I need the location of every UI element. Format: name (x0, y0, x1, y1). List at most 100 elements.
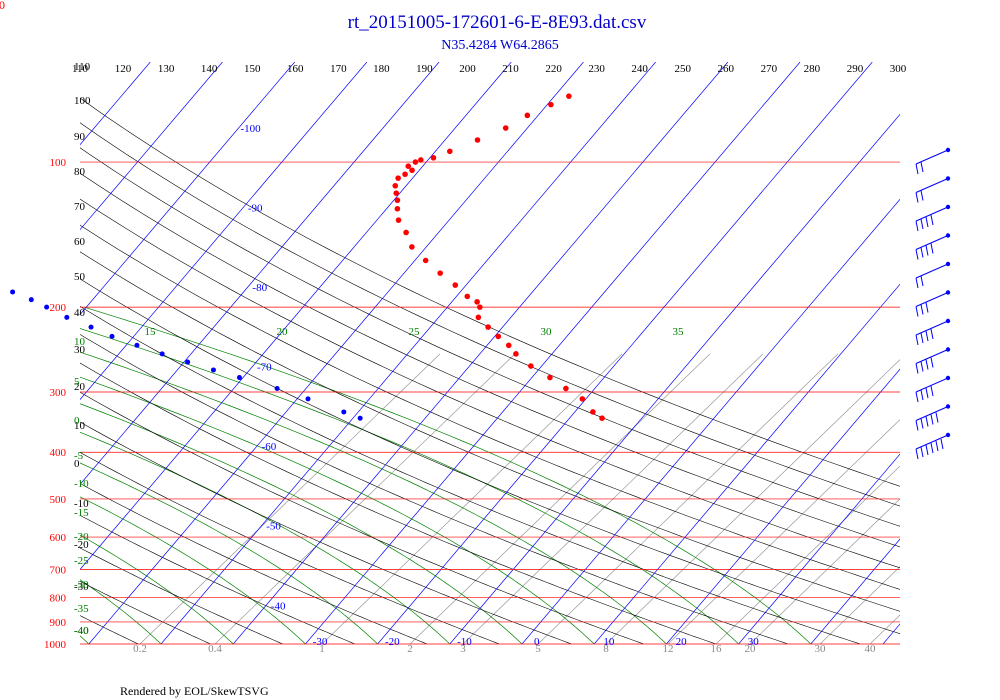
temperature-point (394, 205, 401, 212)
isotherm-label: -50 (266, 521, 281, 533)
temperature-point (547, 374, 553, 381)
moist-adiabat-left-label: -10 (74, 478, 89, 490)
footer-credit: Rendered by EOL/SkewTSVG (120, 684, 269, 698)
mixing-ratio-line (749, 498, 900, 644)
moist-adiabat (80, 328, 739, 644)
wind-barb-feather (925, 245, 929, 256)
wind-barb-feather (920, 361, 924, 372)
isotherm-line (0, 62, 78, 644)
wind-barb-staff (915, 292, 949, 307)
mixing-ratio-label: 3 (460, 643, 466, 655)
dry-adiabat (80, 580, 211, 644)
wind-barb-feather (915, 306, 919, 317)
temperature-point (392, 182, 399, 189)
moist-adiabat-label: 20 (277, 326, 289, 338)
theta-label: 220 (545, 63, 562, 75)
dewpoint-point (109, 333, 115, 339)
wind-barb-feather (925, 302, 929, 313)
isotherm-label: -40 (271, 600, 286, 612)
wind-barb-staff (915, 178, 949, 193)
mixing-ratio-label: 40 (865, 643, 877, 655)
temperature-point (394, 197, 401, 204)
left-temp-label: 90 (74, 131, 86, 143)
isotherm-line (305, 62, 801, 644)
mixing-ratio-label: 0.4 (208, 643, 222, 655)
wind-barb-feather (915, 277, 919, 289)
theta-label: 270 (761, 63, 778, 75)
left-temp-label: 0 (74, 458, 80, 470)
wind-barb-feather (920, 218, 924, 230)
theta-label: 150 (244, 63, 261, 75)
moist-adiabat-label: 35 (673, 326, 685, 338)
temperature-point (447, 148, 453, 155)
wind-barb-feather (915, 391, 919, 403)
dewpoint-point (28, 297, 34, 303)
left-temp-label: 60 (74, 236, 86, 248)
dewpoint-point (64, 314, 70, 320)
wind-barb-feather (915, 192, 919, 203)
isotherm-line (666, 368, 900, 644)
moist-adiabats (80, 306, 812, 644)
temperature-point (528, 363, 534, 369)
isotherm-line (80, 62, 295, 316)
wind-barb-staff (915, 349, 949, 364)
isobars (80, 161, 900, 645)
isotherm-label: 0 (534, 636, 540, 648)
dry-adiabat (0, 69, 66, 644)
mixing-ratio-label: 20 (745, 643, 757, 655)
isotherm-line (810, 538, 900, 644)
dry-adiabat (80, 198, 900, 569)
dry-adiabat (80, 306, 861, 644)
wind-barb-feather (915, 363, 919, 374)
wind-barb-staff (915, 320, 949, 336)
wind-barb-staff (915, 149, 949, 165)
mixing-ratio-label: 8 (603, 643, 609, 655)
theta-label: 230 (588, 63, 605, 75)
temperature-point (437, 270, 443, 276)
pressure-label: 400 (50, 447, 67, 459)
dewpoint-point (88, 324, 94, 330)
moist-adiabat-left-label: -15 (74, 507, 89, 519)
temperature-profile (392, 93, 605, 421)
moist-adiabat-left-label: -5 (74, 450, 84, 462)
isotherm-line (80, 62, 368, 401)
left-temp-label: 110 (74, 61, 91, 73)
wind-barb-staff (915, 206, 949, 222)
theta-label: 300 (890, 63, 907, 75)
pressure-label: 300 (50, 387, 67, 399)
wind-barb-staff (915, 377, 949, 393)
pressure-label: 100 (50, 157, 67, 169)
wind-barb-feather (915, 334, 919, 346)
wind-barb-staff (915, 235, 949, 250)
wind-barb-feather (925, 330, 929, 342)
isotherm-label: -60 (262, 441, 277, 453)
temperature-point (405, 163, 412, 170)
dewpoint-point (341, 409, 347, 415)
temperature-point (430, 155, 437, 161)
pressure-label: 200 (50, 302, 67, 314)
moist-adiabat-left-label: -20 (74, 531, 89, 543)
dry-adiabat (80, 251, 900, 612)
mixing-ratio-label: 16 (711, 643, 723, 655)
wind-barb-feather (920, 161, 924, 173)
pressure-label: 500 (50, 494, 67, 506)
wind-barb-feather (920, 304, 924, 315)
temperature-point (590, 409, 596, 415)
mixing-ratio-label: 30 (815, 643, 827, 655)
wind-barb-feather (925, 216, 929, 228)
temperature-point (409, 167, 415, 174)
isotherm-label: 30 (748, 636, 760, 648)
pressure-label: 800 (50, 592, 67, 604)
pressure-label: 900 (50, 617, 67, 629)
moist-adiabat (80, 635, 90, 644)
theta-label: 200 (459, 63, 476, 75)
wind-barb-feather (930, 442, 934, 454)
temperature-point (513, 351, 519, 357)
wind-barb-feather (920, 332, 924, 344)
wind-barb-staff (915, 434, 949, 450)
theta-label: 140 (201, 63, 218, 75)
moist-adiabat-left-label: -25 (74, 555, 89, 567)
dry-adiabats (0, 69, 900, 644)
corner-label: 0 (0, 0, 5, 12)
